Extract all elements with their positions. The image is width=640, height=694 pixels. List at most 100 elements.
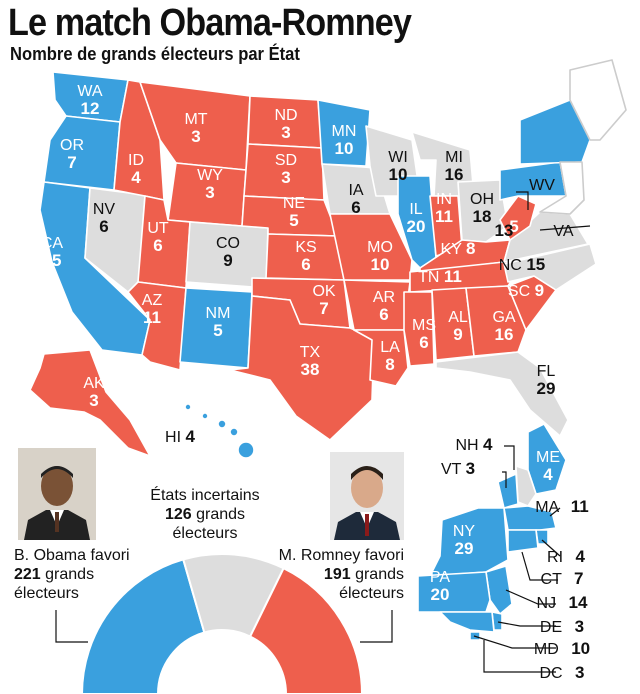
state-label-AL: AL9 — [448, 309, 468, 344]
state-MS — [403, 291, 435, 367]
svg-text:7: 7 — [319, 299, 328, 318]
state-NJ — [485, 565, 513, 615]
svg-text:NV: NV — [93, 201, 116, 218]
state-label-NV: NV6 — [93, 201, 116, 236]
svg-text:4: 4 — [131, 168, 141, 187]
state-label-IA: IA6 — [348, 182, 363, 217]
state-label-OR: OR7 — [60, 137, 84, 172]
svg-text:ND: ND — [274, 107, 297, 124]
svg-text:LA: LA — [380, 339, 400, 356]
state-label-ID: ID4 — [128, 152, 144, 187]
svg-text:AR: AR — [373, 289, 395, 306]
state-label-WV: WV 5 — [509, 177, 555, 236]
svg-text:16: 16 — [445, 165, 464, 184]
summary-obama-label: B. Obama favori — [14, 547, 130, 564]
state-label-VA: 13 VA — [494, 221, 573, 240]
svg-text:12: 12 — [81, 99, 100, 118]
svg-text:5: 5 — [289, 211, 298, 230]
summary-romney-unit: grands — [350, 566, 404, 583]
svg-text:MO: MO — [367, 239, 393, 256]
summary-romney-count: 191 — [323, 566, 351, 583]
state-OH — [457, 179, 509, 243]
svg-text:ME: ME — [536, 449, 560, 466]
state-label-MT: MT3 — [184, 111, 207, 146]
svg-text:OH: OH — [470, 191, 494, 208]
svg-text:6: 6 — [301, 255, 310, 274]
svg-text:PA: PA — [430, 569, 450, 586]
summary-obama: B. Obama favori 221 grands électeurs — [14, 546, 130, 603]
state-label-HI: HI 4 — [165, 427, 195, 446]
obama-portrait-icon — [18, 448, 96, 540]
state-label-CT: CT 7 — [541, 569, 584, 588]
state-label-MS: MS6 — [412, 317, 436, 352]
svg-text:5: 5 — [213, 321, 222, 340]
state-label-DE: DE 3 — [540, 617, 584, 636]
svg-text:9: 9 — [453, 325, 462, 344]
svg-text:6: 6 — [99, 217, 108, 236]
state-label-DC: DC 3 — [539, 663, 584, 682]
svg-text:WA: WA — [77, 83, 103, 100]
state-label-NM: NM5 — [206, 305, 231, 340]
state-VT — [497, 473, 519, 509]
state-GA — [465, 285, 527, 357]
map-title: Le match Obama-Romney — [8, 2, 412, 44]
summary-romney: M. Romney favori 191 grands électeurs — [266, 546, 404, 603]
svg-text:11: 11 — [143, 308, 161, 327]
svg-text:TX: TX — [300, 344, 321, 361]
svg-text:38: 38 — [301, 360, 320, 379]
state-VA — [503, 211, 589, 263]
state-label-ND: ND3 — [274, 107, 297, 142]
state-label-MD: MD 10 — [534, 639, 590, 658]
svg-text:18: 18 — [473, 207, 492, 226]
state-label-SC: SC 9 — [508, 281, 544, 300]
romney-portrait-icon — [330, 452, 404, 540]
state-HI — [184, 403, 255, 459]
svg-text:NE: NE — [283, 195, 305, 212]
state-label-CO: CO9 — [216, 235, 240, 270]
svg-text:MI: MI — [445, 149, 463, 166]
svg-text:16: 16 — [495, 325, 514, 344]
svg-text:FL: FL — [537, 363, 556, 380]
svg-text:4: 4 — [543, 465, 553, 484]
summary-toss-up-count: 126 — [164, 506, 192, 523]
donut-segment-obama — [80, 558, 206, 694]
state-MN — [317, 99, 371, 167]
state-MD — [439, 611, 495, 633]
state-MO — [329, 213, 413, 281]
svg-text:CO: CO — [216, 235, 240, 252]
half-donut-chart — [80, 553, 364, 694]
svg-text:29: 29 — [537, 379, 556, 398]
svg-text:3: 3 — [281, 123, 290, 142]
romney-photo — [330, 452, 404, 540]
state-label-KS: KS6 — [295, 239, 316, 274]
svg-text:SD: SD — [275, 152, 297, 169]
summary-romney-unit2: électeurs — [339, 585, 404, 602]
state-label-KY: KY 8 — [441, 239, 476, 258]
summary-toss-up: États incertains 126 grands électeurs — [144, 486, 266, 543]
svg-text:MN: MN — [332, 123, 357, 140]
svg-text:MT: MT — [184, 111, 207, 128]
svg-text:8: 8 — [385, 355, 394, 374]
svg-text:5: 5 — [509, 217, 518, 236]
summary-toss-up-unit: grands — [191, 506, 246, 523]
svg-text:GA: GA — [492, 309, 515, 326]
state-label-TN: TN 11 — [418, 267, 462, 286]
state-label-NE: NE5 — [283, 195, 305, 230]
summary-obama-count: 221 — [14, 566, 41, 583]
svg-text:29: 29 — [455, 539, 474, 558]
svg-text:WI: WI — [388, 149, 408, 166]
svg-text:10: 10 — [389, 165, 408, 184]
state-CT — [507, 529, 539, 553]
svg-text:WY: WY — [197, 167, 223, 184]
